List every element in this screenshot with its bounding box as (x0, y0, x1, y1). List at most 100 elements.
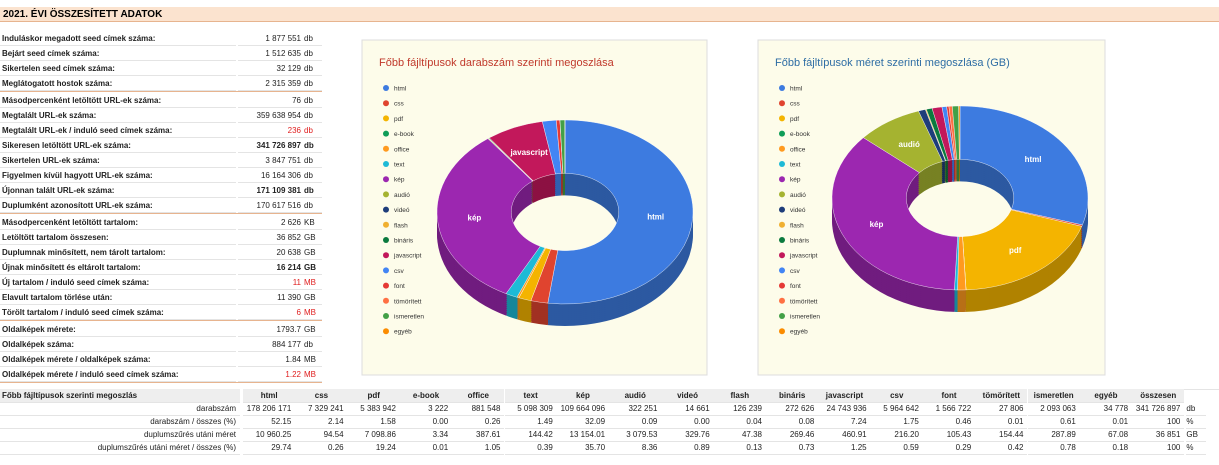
row-label: Bejárt seed címek száma: (0, 46, 236, 61)
cell: 0.78 (1027, 441, 1080, 455)
row-unit: db (304, 76, 322, 91)
column-header: videó (661, 389, 714, 403)
row-unit: GB (1186, 428, 1207, 442)
cell: 24 743 936 (818, 402, 871, 416)
legend-label: text (790, 162, 801, 169)
group-separator (0, 382, 322, 383)
legend-label: html (790, 86, 803, 93)
cell: 109 664 096 (556, 402, 610, 416)
row-unit: db (304, 153, 322, 168)
cell: 1.05 (452, 441, 505, 455)
row-unit: GB (304, 230, 322, 245)
column-header: text (504, 389, 557, 403)
row-value: 1.22 (238, 367, 304, 382)
legend-swatch (779, 206, 785, 213)
row-label: Újnak minősített és eltárolt tartalom: (0, 260, 236, 275)
cell: 1.49 (504, 415, 557, 429)
cell: 1.58 (347, 415, 400, 429)
cell: 34 778 (1079, 402, 1133, 416)
cell: 126 239 (713, 402, 766, 416)
legend-label: flash (790, 222, 804, 229)
legend-label: kép (394, 177, 405, 184)
legend-label: kép (790, 177, 801, 184)
legend-label: font (790, 283, 801, 290)
slice (958, 105, 961, 160)
column-header: e-book (399, 389, 453, 403)
cell: 0.29 (922, 441, 976, 455)
row-unit: MB (304, 275, 322, 290)
row-label: Meglátogatott hostok száma: (0, 76, 236, 91)
cell: 0.04 (713, 415, 766, 429)
cell: 3.34 (399, 428, 453, 442)
row-label: Duplumként azonosított URL-ek száma: (0, 198, 236, 213)
column-header: tömörített (975, 389, 1028, 403)
chart-title: Főbb fájltípusok méret szerinti megoszlá… (775, 57, 1010, 69)
column-header: ismeretlen (1027, 389, 1080, 403)
row-label: duplumszűrés utáni méret / összes (%) (0, 441, 240, 455)
row-unit: MB (304, 305, 322, 320)
row-unit: db (304, 168, 322, 183)
cell: 1.25 (818, 441, 871, 455)
cell: 154.44 (975, 428, 1028, 442)
group-separator (0, 91, 322, 92)
breakdown-title: Főbb fájltípusok szerinti megoszlás (0, 389, 240, 403)
legend-swatch (779, 161, 785, 167)
row-value: 359 638 954 (238, 108, 304, 123)
legend-label: javascript (789, 253, 818, 260)
row-value: 6 (238, 305, 304, 320)
row-value: 3 847 751 (238, 153, 304, 168)
row-unit: GB (304, 245, 322, 260)
row-label: Induláskor megadott seed címek száma: (0, 31, 236, 46)
cell: 881 548 (452, 402, 505, 416)
cell: 0.08 (766, 415, 819, 429)
legend-label: audió (394, 192, 410, 199)
slice (436, 138, 541, 294)
legend-label: egyéb (790, 329, 808, 336)
legend-swatch (779, 267, 785, 274)
cell: 0.01 (1079, 415, 1133, 429)
column-header: flash (713, 389, 766, 403)
row-label: Újonnan talált URL-ek száma: (0, 183, 236, 198)
legend-label: ismeretlen (790, 314, 820, 321)
row-unit: db (304, 31, 322, 46)
cell: 52.15 (243, 415, 296, 429)
row-unit: db (1186, 402, 1207, 416)
legend-swatch (383, 191, 389, 198)
cell: 7 098.86 (347, 428, 400, 442)
cell: 19.24 (347, 441, 400, 455)
row-value: 32 129 (238, 61, 304, 76)
row-value: 884 177 (238, 337, 304, 352)
legend-label: flash (394, 222, 408, 229)
cell: 100 (1132, 415, 1185, 429)
cell: 0.26 (452, 415, 505, 429)
legend-label: csv (790, 268, 801, 275)
cell: 0.09 (609, 415, 662, 429)
column-header: audió (609, 389, 662, 403)
row-unit: GB (304, 290, 322, 305)
row-unit: db (304, 337, 322, 352)
row-label: Oldalképek mérete: (0, 322, 236, 337)
legend-swatch (383, 221, 389, 228)
row-label: Figyelmen kívül hagyott URL-ek száma: (0, 168, 236, 183)
legend-swatch (779, 100, 785, 107)
header-fill (1184, 389, 1219, 390)
row-label: duplumszűrés utáni méret (0, 428, 240, 442)
cell: 322 251 (609, 402, 662, 416)
legend-label: css (790, 101, 801, 108)
legend-swatch (383, 206, 389, 213)
legend-swatch (779, 237, 785, 243)
row-label: Letöltött tartalom összesen: (0, 230, 236, 245)
legend-swatch (779, 115, 785, 122)
legend-label: egyéb (394, 329, 412, 336)
row-unit: db (304, 183, 322, 198)
legend-label: tömörített (394, 298, 422, 305)
row-label: Megtalált URL-ek száma: (0, 108, 236, 123)
legend-swatch (383, 328, 389, 335)
slice-label: javascript (509, 148, 548, 157)
cell: 13 154.01 (556, 428, 610, 442)
cell: 178 206 171 (243, 402, 296, 416)
cell: 14 661 (661, 402, 714, 416)
row-unit: db (304, 46, 322, 61)
legend-label: css (394, 101, 405, 108)
row-unit: db (304, 108, 322, 123)
